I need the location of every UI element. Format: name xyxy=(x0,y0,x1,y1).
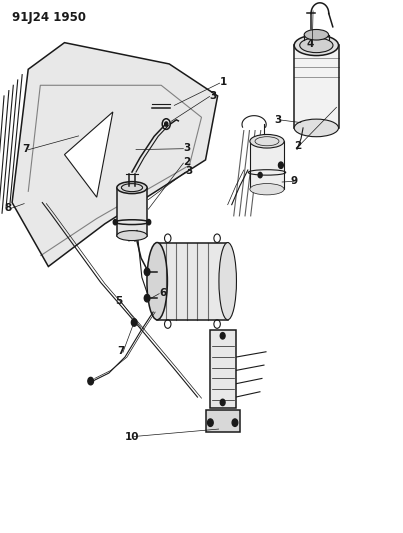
Circle shape xyxy=(220,399,225,406)
Text: 5: 5 xyxy=(115,296,122,306)
Text: 3: 3 xyxy=(274,115,281,125)
Ellipse shape xyxy=(117,231,147,240)
Text: 3: 3 xyxy=(185,166,193,176)
Text: 8: 8 xyxy=(5,203,12,213)
Circle shape xyxy=(131,319,137,326)
Text: 9: 9 xyxy=(290,176,297,186)
Circle shape xyxy=(232,419,238,426)
Circle shape xyxy=(147,220,151,225)
Polygon shape xyxy=(12,43,218,266)
Ellipse shape xyxy=(300,38,333,53)
Ellipse shape xyxy=(117,182,147,193)
Text: 7: 7 xyxy=(117,346,124,357)
Ellipse shape xyxy=(304,29,328,40)
Circle shape xyxy=(164,122,168,126)
Text: 3: 3 xyxy=(210,91,217,101)
Polygon shape xyxy=(64,112,113,197)
Bar xyxy=(117,188,147,236)
Circle shape xyxy=(144,268,150,276)
Ellipse shape xyxy=(294,119,339,137)
Ellipse shape xyxy=(250,134,284,148)
Circle shape xyxy=(220,333,225,339)
Bar xyxy=(206,410,240,432)
Text: 6: 6 xyxy=(159,288,166,298)
Text: 2: 2 xyxy=(183,157,191,167)
Circle shape xyxy=(113,220,117,225)
Circle shape xyxy=(144,294,150,302)
Bar xyxy=(250,141,284,189)
Text: 7: 7 xyxy=(22,144,29,154)
Bar xyxy=(157,243,228,320)
Ellipse shape xyxy=(294,35,339,55)
Circle shape xyxy=(278,162,283,168)
Text: 91J24 1950: 91J24 1950 xyxy=(12,11,86,23)
Circle shape xyxy=(88,377,93,385)
Ellipse shape xyxy=(219,243,237,320)
Text: 3: 3 xyxy=(183,143,191,153)
Text: 10: 10 xyxy=(125,432,139,442)
Text: 4: 4 xyxy=(306,39,314,49)
Ellipse shape xyxy=(250,183,284,195)
Bar xyxy=(294,45,339,128)
Text: 2: 2 xyxy=(294,141,301,151)
Circle shape xyxy=(258,173,262,178)
Text: 1: 1 xyxy=(220,77,227,87)
Ellipse shape xyxy=(147,243,167,320)
Bar xyxy=(210,330,236,408)
Circle shape xyxy=(208,419,213,426)
